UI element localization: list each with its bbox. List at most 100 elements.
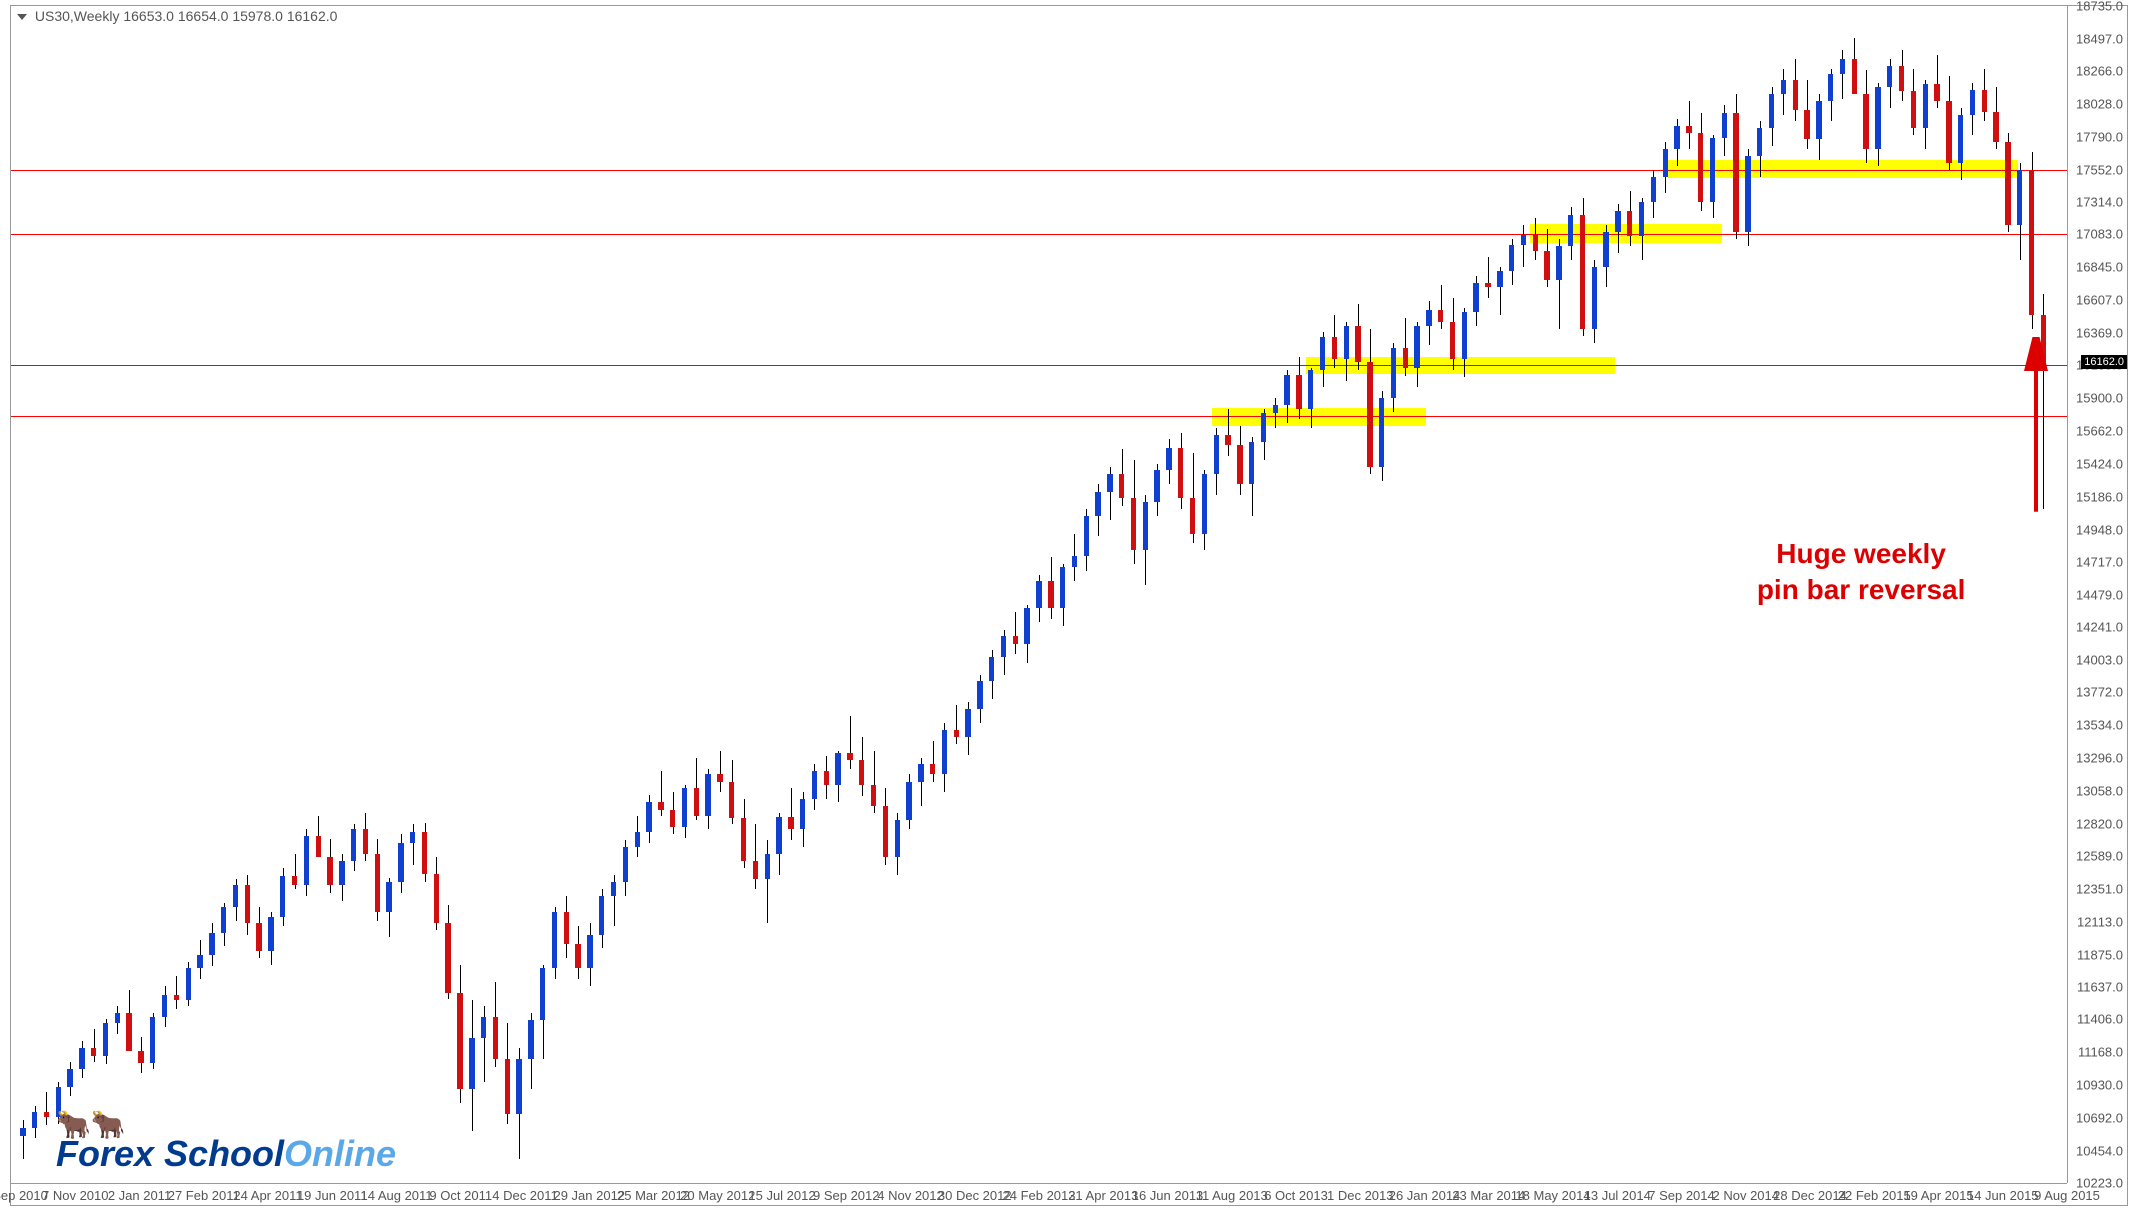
candle-body (138, 1051, 143, 1063)
candle-body (729, 782, 734, 818)
xtick: 15 Jul 2012 (748, 1188, 815, 1203)
ytick: 11168.0 (2078, 1045, 2123, 1060)
xtick: 14 Jun 2015 (1967, 1188, 2039, 1203)
logo-text2: Online (284, 1133, 396, 1174)
candle-body (1438, 310, 1443, 322)
candle-body (599, 896, 604, 935)
candle-body (906, 782, 911, 819)
candle-body (126, 1013, 131, 1050)
candle-body (375, 854, 380, 912)
candle-body (895, 820, 900, 857)
candle-body (516, 1059, 521, 1114)
candle-body (162, 995, 167, 1017)
candle-body (1698, 133, 1703, 202)
time-axis: 12 Sep 20107 Nov 20102 Jan 201127 Feb 20… (11, 1183, 2067, 1205)
candle-body (847, 753, 852, 760)
candle-body (1024, 608, 1029, 644)
candle-body (1084, 516, 1089, 556)
xtick: 22 Feb 2015 (1838, 1188, 1911, 1203)
candle-body (44, 1112, 49, 1118)
candle-body (859, 760, 864, 785)
ytick: 13534.0 (2076, 718, 2123, 733)
ytick: 14717.0 (2076, 554, 2123, 569)
xtick: 7 Sep 2014 (1648, 1188, 1715, 1203)
xtick: 14 Aug 2011 (360, 1188, 432, 1203)
xtick: 6 Oct 2013 (1264, 1188, 1328, 1203)
candle-body (1249, 442, 1254, 483)
candle-body (1875, 87, 1880, 149)
candle-body (1627, 211, 1632, 236)
candle-body (717, 774, 722, 782)
ytick: 14948.0 (2076, 522, 2123, 537)
candle-body (1131, 498, 1136, 551)
candle-wick (1523, 225, 1524, 266)
candle-body (753, 861, 758, 879)
xtick: 27 Feb 2011 (168, 1188, 240, 1203)
candle-body (871, 785, 876, 806)
candle-body (1911, 91, 1916, 128)
candle-body (1970, 90, 1975, 115)
candle-body (209, 933, 214, 955)
candle-body (1733, 113, 1738, 232)
candle-body (1674, 126, 1679, 150)
candle-body (623, 847, 628, 882)
candle-body (1982, 90, 1987, 112)
candle-body (304, 836, 309, 884)
chart-container: US30,Weekly 16653.0 16654.0 15978.0 1616… (10, 5, 2128, 1206)
ytick: 11637.0 (2077, 980, 2123, 995)
candle-body (552, 912, 557, 967)
candle-body (1414, 326, 1419, 367)
ytick: 16845.0 (2076, 260, 2123, 275)
ytick: 10692.0 (2076, 1111, 2123, 1126)
ytick: 17083.0 (2076, 227, 2123, 242)
candle-body (2005, 142, 2010, 225)
candle-body (1663, 149, 1668, 177)
candle-body (1202, 474, 1207, 533)
xtick: 7 Nov 2010 (42, 1188, 109, 1203)
candle-body (965, 709, 970, 737)
candle-body (1651, 177, 1656, 202)
candle-body (670, 810, 675, 827)
candle-body (954, 730, 959, 737)
xtick: 2 Nov 2014 (1713, 1188, 1780, 1203)
candle-body (79, 1048, 84, 1069)
chart-title: US30,Weekly 16653.0 16654.0 15978.0 1616… (17, 8, 337, 24)
candle-body (1072, 556, 1077, 567)
candle-wick (791, 788, 792, 841)
ytick: 17552.0 (2076, 162, 2123, 177)
candle-body (445, 923, 450, 992)
candle-wick (1228, 409, 1229, 456)
xtick: 20 May 2012 (680, 1188, 755, 1203)
candle-body (611, 882, 616, 896)
candle-body (398, 843, 403, 882)
candle-body (316, 836, 321, 857)
candle-body (1178, 448, 1183, 498)
candle-wick (1441, 285, 1442, 329)
candle-body (469, 1038, 474, 1089)
candle-wick (1275, 398, 1276, 428)
candle-body (351, 829, 356, 861)
xtick: 13 Jul 2014 (1584, 1188, 1651, 1203)
candle-body (587, 935, 592, 968)
candle-body (824, 771, 829, 785)
ytick: 16369.0 (2076, 326, 2123, 341)
xtick: 26 Jan 2014 (1389, 1188, 1461, 1203)
candle-body (1273, 405, 1278, 413)
xtick: 9 Sep 2012 (813, 1188, 880, 1203)
candle-body (1485, 283, 1490, 287)
candle-body (481, 1017, 486, 1038)
candle-body (1060, 567, 1065, 608)
ytick: 13772.0 (2076, 685, 2123, 700)
candle-body (1533, 235, 1538, 252)
candle-body (1745, 156, 1750, 232)
candle-body (1840, 59, 1845, 74)
candle-body (386, 882, 391, 912)
dropdown-arrow-icon (17, 14, 27, 20)
candle-body (1344, 326, 1349, 359)
xtick: 23 Mar 2014 (1452, 1188, 1525, 1203)
candle-body (705, 774, 710, 815)
ytick: 14241.0 (2076, 620, 2123, 635)
ytick: 18497.0 (2076, 31, 2123, 46)
candle-wick (46, 1092, 47, 1125)
candle-body (292, 876, 297, 884)
